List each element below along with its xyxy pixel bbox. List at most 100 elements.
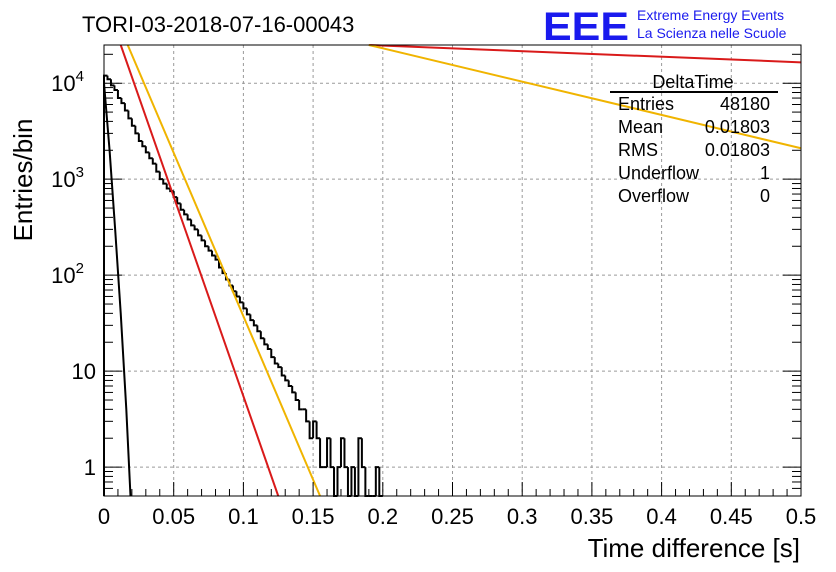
chart-title: TORI-03-2018-07-16-00043 bbox=[82, 12, 354, 37]
histogram-bin bbox=[137, 133, 143, 142]
histogram-bin bbox=[259, 331, 265, 340]
x-tick-label: 0.05 bbox=[152, 504, 195, 529]
x-tick-label: 0.45 bbox=[710, 504, 753, 529]
y-axis-label: Entries/bin bbox=[8, 119, 38, 242]
eee-logo: EEE Extreme Energy Events La Scienza nel… bbox=[543, 5, 787, 49]
y-tick-label: 102 bbox=[51, 260, 84, 288]
histogram-bin bbox=[308, 421, 314, 440]
y-tick-label: 10 bbox=[72, 359, 96, 384]
histogram-bin bbox=[179, 203, 185, 211]
y-tick-label: 104 bbox=[51, 68, 84, 96]
x-tick-label: 0 bbox=[98, 504, 110, 529]
histogram-bin bbox=[312, 420, 317, 439]
histogram-bin bbox=[130, 118, 136, 127]
grid bbox=[104, 45, 801, 496]
x-axis: 0 0.05 0.1 0.15 0.2 0.25 0.3 0.35 0.4 0.45 0.5 bbox=[98, 482, 816, 529]
histogram-bin bbox=[113, 85, 118, 91]
stats-value: 0.01803 bbox=[705, 140, 770, 160]
x-tick-label: 0.3 bbox=[507, 504, 538, 529]
histogram-bin bbox=[319, 438, 324, 469]
histogram-bin bbox=[106, 75, 111, 81]
fit-curve-tail bbox=[368, 44, 802, 150]
stats-label: RMS bbox=[618, 140, 658, 160]
eee-logo-line2: La Scienza nelle Scuole bbox=[637, 25, 787, 41]
fit-curve bbox=[103, 83, 132, 497]
fit-curve bbox=[119, 44, 280, 497]
eee-logo-text: EEE bbox=[543, 5, 629, 49]
histogram-bin bbox=[266, 344, 272, 351]
histogram-bin bbox=[158, 171, 164, 181]
histogram-bin bbox=[103, 74, 108, 496]
histogram-bin bbox=[329, 438, 335, 469]
histogram-bin bbox=[263, 338, 268, 346]
histogram-bin bbox=[277, 363, 282, 369]
histogram-bin bbox=[235, 291, 240, 298]
stats-value: 48180 bbox=[720, 94, 770, 114]
histogram-bin bbox=[252, 320, 258, 327]
histogram-bin bbox=[315, 421, 321, 440]
histogram-bin bbox=[218, 259, 223, 269]
histogram-bin bbox=[245, 308, 251, 316]
histogram-bin bbox=[193, 225, 199, 231]
histogram-bin bbox=[134, 125, 139, 135]
x-tick-label: 0.4 bbox=[646, 504, 677, 529]
histogram-bin bbox=[155, 163, 160, 173]
histogram-bin bbox=[197, 229, 202, 237]
histogram-bin bbox=[287, 380, 293, 387]
stats-value: 1 bbox=[760, 163, 770, 183]
histogram-bin bbox=[231, 285, 237, 293]
histogram-bin bbox=[190, 219, 195, 227]
histogram-bin bbox=[249, 314, 254, 322]
histogram-bin bbox=[284, 375, 289, 382]
histogram-bin bbox=[176, 197, 181, 205]
y-tick-label: 1 bbox=[84, 455, 96, 480]
x-axis-label: Time difference [s] bbox=[588, 533, 800, 563]
histogram-bin bbox=[183, 209, 188, 216]
histogram-bin bbox=[116, 89, 122, 100]
histogram-bin bbox=[270, 349, 275, 359]
fit-curve bbox=[126, 44, 321, 497]
x-tick-label: 0.35 bbox=[570, 504, 613, 529]
histogram-bin bbox=[273, 357, 279, 365]
histogram-bin bbox=[200, 235, 206, 242]
histogram-bin bbox=[141, 140, 146, 148]
histogram-bin bbox=[127, 110, 132, 120]
histogram-bin bbox=[186, 214, 192, 221]
histogram-bin bbox=[148, 152, 153, 160]
y-tick-label: 103 bbox=[51, 164, 84, 192]
histogram-bin bbox=[204, 240, 209, 248]
histogram-bin bbox=[339, 437, 345, 468]
x-tick-label: 0.5 bbox=[786, 504, 817, 529]
histogram-bin bbox=[336, 466, 341, 496]
histogram-bin bbox=[357, 437, 362, 496]
histogram-bin bbox=[120, 98, 125, 105]
histogram-bin bbox=[256, 325, 261, 333]
histogram-bin bbox=[294, 392, 300, 402]
fit-curve-tail bbox=[368, 44, 802, 64]
histogram-bin bbox=[298, 400, 303, 411]
stats-box: DeltaTime Entries 48180 Mean 0.01803 RMS 0.01… bbox=[610, 72, 778, 206]
x-tick-label: 0.25 bbox=[431, 504, 474, 529]
histogram-bin bbox=[162, 179, 167, 185]
histogram-bin bbox=[350, 466, 355, 496]
stats-value: 0 bbox=[760, 186, 770, 206]
histogram-bin bbox=[109, 79, 115, 87]
histogram-bin bbox=[378, 467, 383, 497]
histogram-bin bbox=[151, 158, 157, 165]
x-tick-label: 0.2 bbox=[368, 504, 399, 529]
stats-box-title: DeltaTime bbox=[652, 72, 733, 92]
histogram-bin bbox=[214, 255, 220, 261]
histogram-bin bbox=[360, 438, 366, 469]
eee-logo-line1: Extreme Energy Events bbox=[637, 7, 784, 23]
histogram-bin bbox=[343, 438, 348, 469]
histogram-bin bbox=[238, 296, 244, 304]
histogram-bin bbox=[364, 467, 369, 497]
stats-label: Underflow bbox=[618, 163, 700, 183]
histogram-bin bbox=[165, 183, 171, 190]
histogram-bin bbox=[280, 367, 286, 377]
histogram-bin bbox=[291, 385, 296, 394]
histogram-bin bbox=[144, 146, 150, 154]
